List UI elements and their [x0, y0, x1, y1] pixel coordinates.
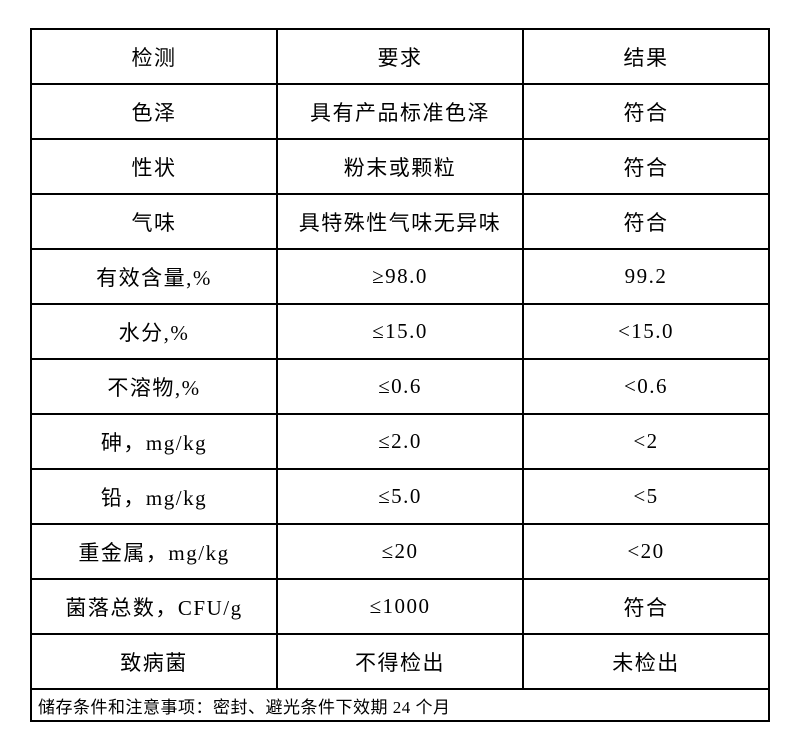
header-cell-test: 检测: [30, 28, 278, 85]
table-row: 不溶物,% ≤0.6 <0.6: [30, 358, 770, 415]
cell-result: 符合: [522, 578, 770, 635]
table-row: 重金属，mg/kg ≤20 <20: [30, 523, 770, 580]
cell-item: 不溶物,%: [30, 358, 278, 415]
cell-item: 水分,%: [30, 303, 278, 360]
table-footer-row: 储存条件和注意事项：密封、避光条件下效期 24 个月: [30, 688, 770, 722]
cell-item: 重金属，mg/kg: [30, 523, 278, 580]
table-row: 致病菌 不得检出 未检出: [30, 633, 770, 690]
cell-result: <0.6: [522, 358, 770, 415]
header-cell-result: 结果: [522, 28, 770, 85]
cell-requirement: 粉末或颗粒: [276, 138, 524, 195]
cell-requirement: 具有产品标准色泽: [276, 83, 524, 140]
storage-note: 储存条件和注意事项：密封、避光条件下效期 24 个月: [30, 688, 770, 722]
cell-item: 砷，mg/kg: [30, 413, 278, 470]
cell-item: 铅，mg/kg: [30, 468, 278, 525]
table-row: 菌落总数，CFU/g ≤1000 符合: [30, 578, 770, 635]
cell-item: 致病菌: [30, 633, 278, 690]
cell-result: 符合: [522, 83, 770, 140]
table-row: 铅，mg/kg ≤5.0 <5: [30, 468, 770, 525]
cell-item: 有效含量,%: [30, 248, 278, 305]
table-row: 砷，mg/kg ≤2.0 <2: [30, 413, 770, 470]
cell-requirement: ≤1000: [276, 578, 524, 635]
table-row: 色泽 具有产品标准色泽 符合: [30, 83, 770, 140]
cell-requirement: 不得检出: [276, 633, 524, 690]
cell-result: 符合: [522, 193, 770, 250]
cell-item: 气味: [30, 193, 278, 250]
cell-result: <5: [522, 468, 770, 525]
table-header-row: 检测 要求 结果: [30, 28, 770, 85]
cell-result: <20: [522, 523, 770, 580]
cell-item: 性状: [30, 138, 278, 195]
cell-requirement: 具特殊性气味无异味: [276, 193, 524, 250]
cell-result: 99.2: [522, 248, 770, 305]
cell-requirement: ≤5.0: [276, 468, 524, 525]
cell-result: 未检出: [522, 633, 770, 690]
header-cell-requirement: 要求: [276, 28, 524, 85]
cell-requirement: ≥98.0: [276, 248, 524, 305]
cell-result: <15.0: [522, 303, 770, 360]
cell-result: <2: [522, 413, 770, 470]
cell-result: 符合: [522, 138, 770, 195]
table-row: 气味 具特殊性气味无异味 符合: [30, 193, 770, 250]
cell-requirement: ≤2.0: [276, 413, 524, 470]
cell-item: 菌落总数，CFU/g: [30, 578, 278, 635]
cell-requirement: ≤20: [276, 523, 524, 580]
inspection-spec-table: 检测 要求 结果 色泽 具有产品标准色泽 符合 性状 粉末或颗粒 符合 气味 具…: [30, 28, 770, 722]
table-row: 有效含量,% ≥98.0 99.2: [30, 248, 770, 305]
cell-item: 色泽: [30, 83, 278, 140]
cell-requirement: ≤0.6: [276, 358, 524, 415]
table-row: 水分,% ≤15.0 <15.0: [30, 303, 770, 360]
cell-requirement: ≤15.0: [276, 303, 524, 360]
table-row: 性状 粉末或颗粒 符合: [30, 138, 770, 195]
